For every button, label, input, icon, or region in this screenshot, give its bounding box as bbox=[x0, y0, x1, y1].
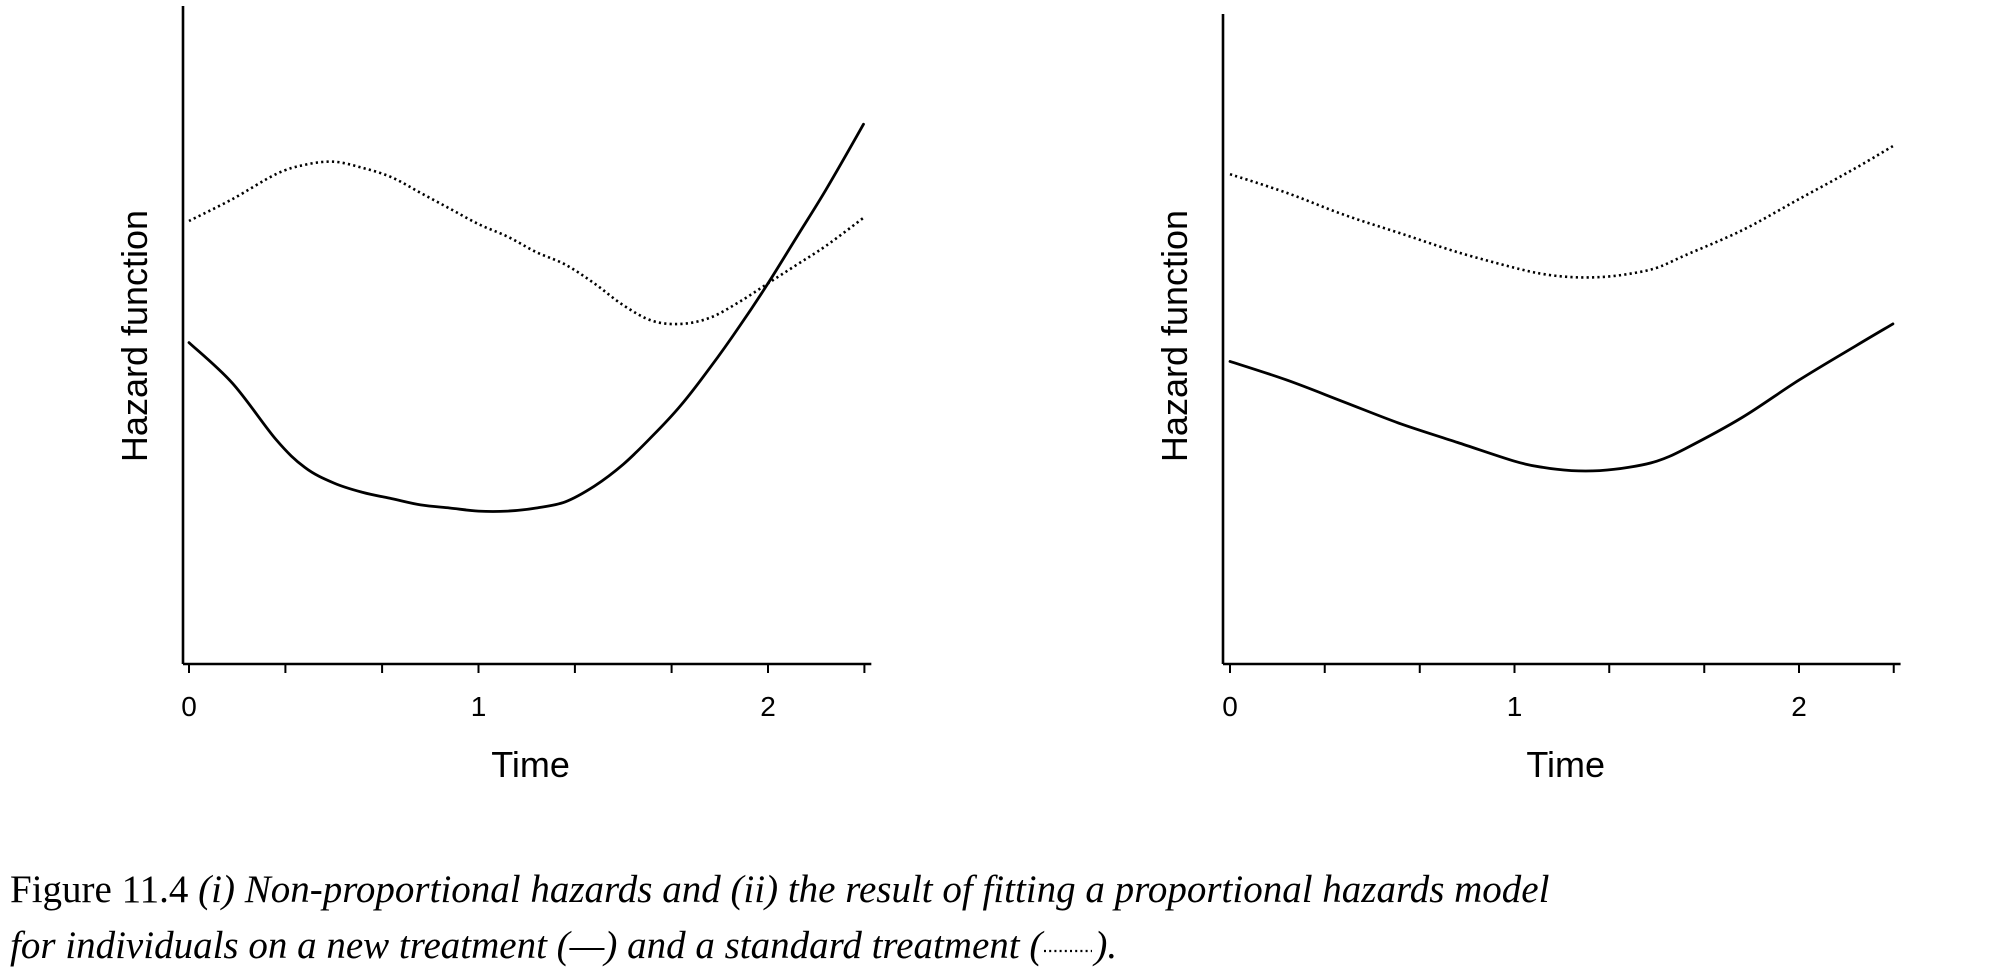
x-axis-label: Time bbox=[491, 744, 570, 785]
caption-line-1: Figure 11.4 (i) Non-proportional hazards… bbox=[10, 862, 1995, 918]
standard-treatment-curve bbox=[188, 160, 865, 326]
caption-label: Figure 11.4 bbox=[10, 868, 189, 911]
figure-caption: Figure 11.4 (i) Non-proportional hazards… bbox=[10, 862, 1995, 974]
standard-treatment-curve bbox=[1229, 144, 1894, 279]
new-treatment-curve bbox=[1228, 322, 1895, 473]
chart-panel-i: 0 1 2 Time Hazard function bbox=[114, 6, 872, 785]
dotted-line-legend-icon bbox=[1044, 949, 1093, 953]
x-axis-label: Time bbox=[1526, 744, 1605, 785]
x-tick-label-2: 2 bbox=[760, 691, 776, 722]
new-treatment-curve bbox=[187, 122, 865, 513]
caption-text-line-1: (i) Non-proportional hazards and (ii) th… bbox=[198, 868, 1550, 911]
x-tick-label-0: 0 bbox=[1222, 691, 1238, 722]
x-tick-label-1: 1 bbox=[1507, 691, 1523, 722]
x-tick-label-0: 0 bbox=[181, 691, 197, 722]
x-tick-label-1: 1 bbox=[471, 691, 487, 722]
y-axis-label: Hazard function bbox=[1154, 210, 1195, 462]
caption-text-line-2: for individuals on a new treatment (—) a… bbox=[10, 924, 1043, 967]
chart-panel-ii: 0 1 2 Time Hazard function bbox=[1154, 14, 1901, 785]
x-tick-label-2: 2 bbox=[1791, 691, 1807, 722]
y-axis-label: Hazard function bbox=[114, 210, 155, 462]
caption-text-line-2-end: ). bbox=[1094, 924, 1118, 967]
caption-line-2: for individuals on a new treatment (—) a… bbox=[10, 918, 1995, 974]
figure-panels: 0 1 2 Time Hazard function 0 1 2 Time Hazard func… bbox=[114, 6, 1901, 785]
